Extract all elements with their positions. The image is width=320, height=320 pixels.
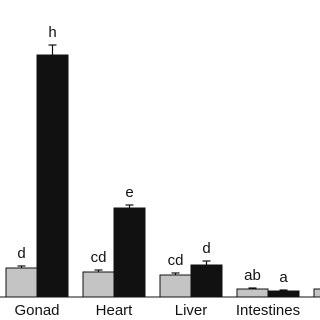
bar	[313, 288, 320, 298]
significance-label: ab	[244, 267, 261, 284]
bar	[5, 267, 38, 298]
x-tick-label: Gonad	[14, 302, 59, 319]
significance-label: h	[48, 24, 56, 41]
x-tick-label: Intestines	[236, 302, 300, 319]
significance-label: cd	[91, 249, 107, 266]
bar	[267, 290, 300, 298]
bar	[36, 54, 69, 298]
bar	[159, 274, 192, 298]
significance-label: d	[202, 240, 210, 257]
significance-label: cd	[168, 252, 184, 269]
x-tick-label: Liver	[175, 302, 208, 319]
significance-label: e	[125, 184, 133, 201]
x-tick-label: Heart	[96, 302, 134, 319]
significance-label: a	[279, 269, 288, 286]
bar	[82, 271, 115, 298]
significance-label: d	[17, 245, 25, 262]
bar	[190, 264, 223, 298]
bar	[113, 207, 146, 298]
bar	[236, 288, 269, 298]
